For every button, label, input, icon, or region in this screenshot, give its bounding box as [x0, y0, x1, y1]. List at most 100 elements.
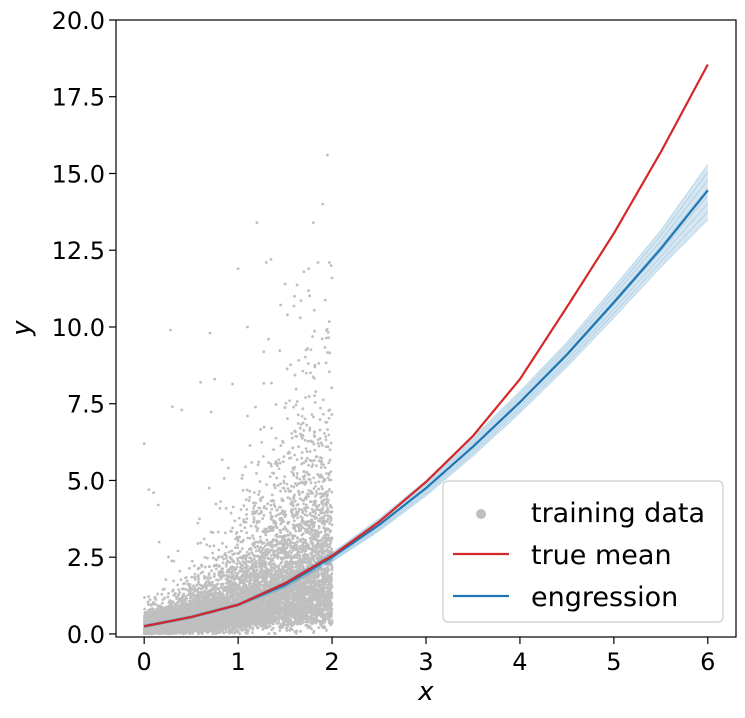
- scatter-point: [302, 429, 306, 432]
- scatter-point: [317, 503, 321, 507]
- scatter-point: [252, 518, 256, 522]
- scatter-point: [235, 565, 239, 569]
- scatter-point: [153, 596, 157, 600]
- scatter-point: [212, 544, 216, 548]
- scatter-point: [223, 531, 227, 535]
- scatter-point: [196, 521, 200, 525]
- scatter-point: [312, 415, 315, 419]
- scatter-point: [294, 529, 298, 533]
- scatter-point: [286, 417, 289, 420]
- scatter-point: [318, 492, 322, 496]
- scatter-point: [197, 580, 200, 584]
- scatter-point: [312, 458, 316, 462]
- scatter-point: [301, 490, 304, 494]
- scatter-point: [326, 508, 330, 512]
- scatter-point: [274, 549, 277, 553]
- plot-area: [142, 63, 709, 636]
- scatter-point: [295, 629, 299, 633]
- scatter-point: [298, 426, 302, 430]
- scatter-point: [242, 520, 246, 524]
- scatter-point: [246, 414, 249, 418]
- scatter-point: [289, 544, 293, 547]
- scatter-point: [314, 390, 318, 394]
- scatter-point: [216, 530, 220, 534]
- scatter-point: [231, 553, 235, 556]
- scatter-point: [242, 504, 246, 508]
- scatter-point: [327, 433, 331, 437]
- scatter-point: [307, 556, 310, 560]
- scatter-point: [304, 348, 308, 352]
- scatter-point: [254, 549, 258, 553]
- scatter-point: [288, 497, 292, 501]
- scatter-point: [244, 520, 248, 524]
- scatter-point: [261, 547, 265, 550]
- scatter-point: [304, 459, 308, 463]
- scatter-point: [219, 500, 222, 504]
- scatter-point: [199, 584, 203, 587]
- scatter-point: [222, 477, 226, 480]
- scatter-point: [217, 573, 221, 577]
- scatter-point: [218, 507, 222, 510]
- scatter-point: [296, 422, 300, 425]
- scatter-point: [273, 486, 277, 490]
- scatter-point: [258, 490, 261, 493]
- scatter-point: [289, 489, 293, 493]
- scatter-point: [235, 562, 239, 566]
- scatter-point: [300, 414, 304, 418]
- scatter-point: [313, 448, 317, 452]
- scatter-point: [270, 493, 274, 497]
- scatter-point: [225, 595, 229, 599]
- scatter-point: [199, 541, 203, 545]
- scatter-point: [287, 537, 291, 541]
- scatter-point: [222, 557, 226, 561]
- scatter-point: [329, 441, 333, 445]
- scatter-point: [245, 517, 249, 521]
- scatter-point: [308, 532, 312, 536]
- scatter-point: [228, 560, 232, 564]
- scatter-point: [261, 517, 265, 521]
- scatter-point: [259, 535, 262, 539]
- scatter-point: [271, 539, 275, 543]
- scatter-point: [244, 465, 247, 469]
- scatter-point: [323, 573, 327, 577]
- scatter-point: [271, 525, 275, 529]
- scatter-point: [157, 540, 161, 544]
- scatter-point: [310, 530, 314, 534]
- scatter-point: [248, 556, 252, 560]
- scatter-point: [291, 446, 295, 450]
- scatter-point: [317, 487, 321, 491]
- scatter-point: [321, 503, 325, 506]
- scatter-point: [235, 583, 239, 587]
- scatter-point: [211, 531, 215, 534]
- scatter-point: [315, 538, 318, 542]
- scatter-point: [179, 578, 183, 582]
- scatter-point: [252, 537, 256, 540]
- scatter-point: [280, 538, 284, 542]
- scatter-point: [288, 399, 292, 403]
- scatter-point: [303, 417, 307, 421]
- scatter-point: [270, 426, 273, 430]
- scatter-point: [325, 497, 329, 501]
- scatter-point: [317, 480, 321, 484]
- scatter-point: [214, 502, 218, 506]
- scatter-point: [241, 473, 244, 477]
- scatter-point: [313, 435, 317, 439]
- scatter-point: [293, 482, 297, 485]
- scatter-point: [297, 482, 300, 485]
- scatter-point: [250, 551, 254, 555]
- scatter-point: [307, 488, 311, 492]
- scatter-point: [245, 488, 249, 492]
- scatter-point: [283, 510, 287, 513]
- scatter-point: [295, 458, 299, 462]
- scatter-point: [236, 543, 239, 547]
- scatter-point: [239, 508, 243, 511]
- scatter-point: [323, 298, 327, 302]
- scatter-point: [328, 448, 332, 452]
- scatter-point: [297, 507, 301, 511]
- scatter-point: [283, 525, 287, 529]
- scatter-point: [221, 583, 225, 587]
- scatter-point: [328, 487, 331, 491]
- scatter-point: [269, 557, 272, 561]
- scatter-point: [305, 450, 309, 454]
- training-data-points: [142, 153, 334, 636]
